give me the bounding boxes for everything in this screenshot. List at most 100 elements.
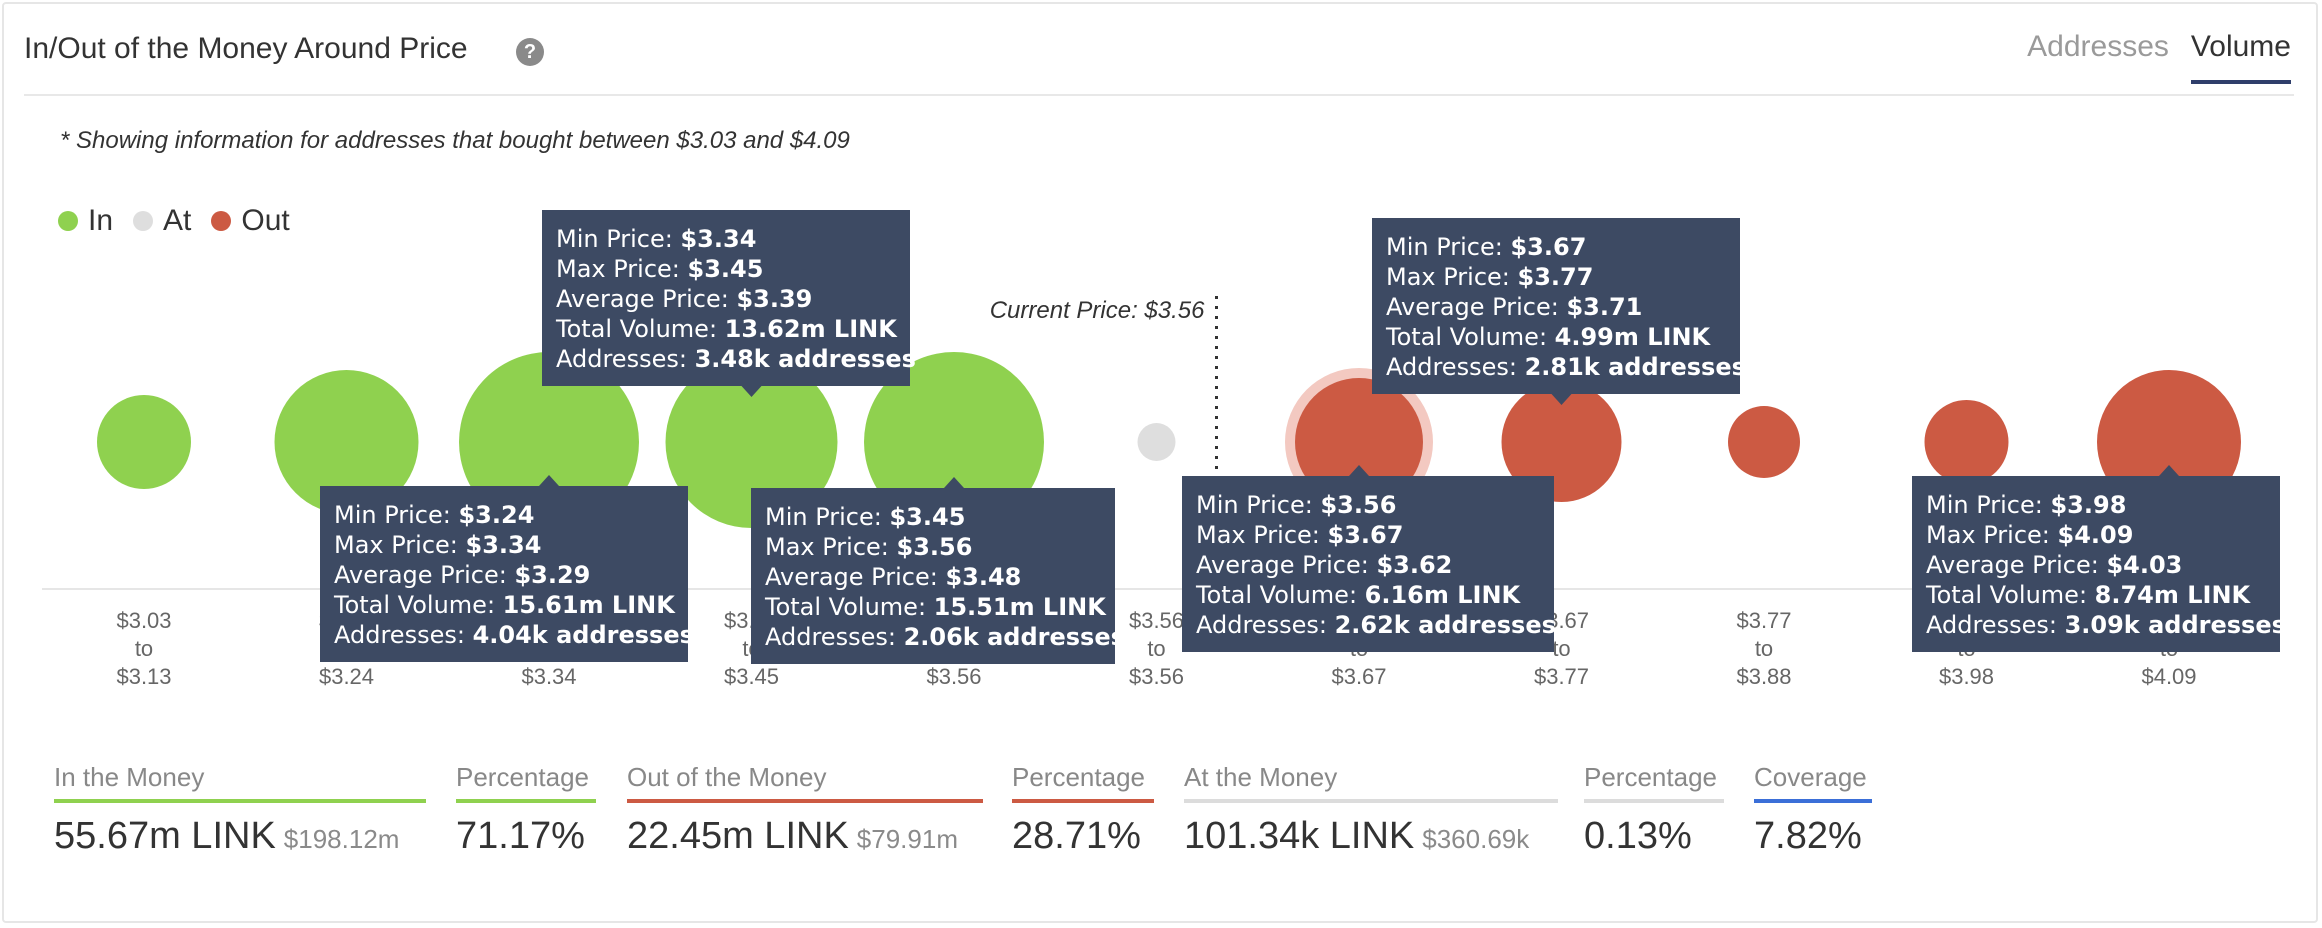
legend-in-label: In: [88, 204, 114, 237]
stat-at-the-money: At the Money 101.34k LINK $360.69k: [1184, 762, 1558, 858]
tooltip-row-min: Min Price: $3.56: [1196, 491, 1396, 519]
stat-out-pct-value: 28.71%: [1012, 815, 1141, 857]
summary-stats: In the Money 55.67m LINK $198.12m Percent…: [54, 762, 2314, 872]
stat-in-amount: 55.67m LINK: [54, 815, 276, 857]
tooltip-row-max: Max Price: $3.34: [334, 531, 541, 559]
tooltip-row-volume: Total Volume: 6.16m LINK: [1195, 581, 1522, 609]
tooltip-pointer: [1551, 394, 1572, 405]
tooltip-row-max: Max Price: $3.45: [556, 255, 763, 283]
tooltip-box: [320, 486, 688, 662]
stat-in-usd: $198.12m: [283, 824, 400, 854]
bubble-at[interactable]: [1137, 423, 1176, 461]
stat-out-amount: 22.45m LINK: [627, 815, 849, 857]
x-tick-label: $3.56: [1129, 664, 1184, 689]
tooltip-box: [1912, 476, 2280, 652]
tooltip-row-volume: Total Volume: 15.51m LINK: [764, 593, 1107, 621]
x-tick-label: $3.56: [926, 664, 981, 689]
legend: In At Out: [58, 204, 290, 238]
stat-at-pct-label: Percentage: [1584, 762, 1724, 803]
tooltip-row-max: Max Price: $4.09: [1926, 521, 2133, 549]
tooltip-box: [1182, 476, 1554, 652]
bubble-chart: $3.03to$3.13$3.13to$3.24$3.24to$3.34$3.3…: [42, 210, 2286, 689]
x-tick-label: $3.77: [1736, 608, 1791, 633]
bubble-out[interactable]: [1728, 406, 1800, 478]
tooltip-row-addresses: Addresses: 3.09k addresses: [1926, 611, 2286, 639]
x-tick-label: $3.03: [116, 608, 171, 633]
help-icon[interactable]: ?: [516, 38, 544, 66]
tooltip-row-addresses: Addresses: 2.06k addresses: [765, 623, 1125, 651]
stat-out-pct-label: Percentage: [1012, 762, 1154, 803]
tooltip-pointer: [1349, 465, 1369, 476]
header-divider: [24, 94, 2294, 96]
tooltip-row-avg: Average Price: $3.71: [1386, 293, 1642, 321]
tooltip-row-avg: Average Price: $4.03: [1926, 551, 2182, 579]
tooltip-pointer: [539, 475, 559, 486]
stat-at-usd: $360.69k: [1422, 824, 1530, 854]
x-tick-label: $3.13: [116, 664, 171, 689]
stat-out-percentage: Percentage 28.71%: [1012, 762, 1154, 858]
x-tick-label: to: [135, 636, 153, 661]
tooltip-row-addresses: Addresses: 2.62k addresses: [1196, 611, 1556, 639]
bubble-out[interactable]: [1501, 382, 1622, 502]
tooltip-row-addresses: Addresses: 2.81k addresses: [1386, 353, 1746, 381]
tooltip-row-avg: Average Price: $3.29: [334, 561, 590, 589]
view-tabs: Addresses Volume: [2027, 30, 2291, 84]
stat-in-value: 55.67m LINK $198.12m: [54, 815, 426, 858]
x-tick-label: $3.77: [1534, 664, 1589, 689]
x-tick-label: to: [1755, 636, 1773, 661]
stat-in-percentage: Percentage 71.17%: [456, 762, 596, 858]
tooltip-row-min: Min Price: $3.67: [1386, 233, 1586, 261]
tooltip-row-min: Min Price: $3.45: [765, 503, 965, 531]
tooltip-row-volume: Total Volume: 8.74m LINK: [1925, 581, 2252, 609]
tooltip-row-volume: Total Volume: 15.61m LINK: [333, 591, 676, 619]
tooltip-row-volume: Total Volume: 4.99m LINK: [1385, 323, 1712, 351]
current-price-label: Current Price: $3.56: [990, 297, 1205, 324]
stat-out-value: 22.45m LINK $79.91m: [627, 815, 983, 858]
x-tick-label: to: [1552, 636, 1570, 661]
tooltip-box: [1372, 218, 1740, 394]
stat-coverage: Coverage 7.82%: [1754, 762, 1872, 858]
stat-in-pct-label: Percentage: [456, 762, 596, 803]
legend-at-dot: [133, 211, 154, 231]
tooltip-row-addresses: Addresses: 3.48k addresses: [556, 345, 916, 373]
tooltip-pointer: [741, 386, 762, 397]
legend-at-label: At: [163, 204, 192, 237]
legend-out-dot: [211, 211, 232, 231]
x-tick-label: $3.88: [1736, 664, 1791, 689]
tab-volume[interactable]: Volume: [2190, 30, 2291, 84]
tooltip-row-max: Max Price: $3.77: [1386, 263, 1593, 291]
bubble-in[interactable]: [665, 356, 838, 528]
legend-item-out[interactable]: Out: [211, 204, 290, 238]
bubble-out[interactable]: [1924, 400, 2009, 484]
legend-out-label: Out: [241, 204, 290, 237]
tooltip-row-min: Min Price: $3.34: [556, 225, 756, 253]
tooltip-row-min: Min Price: $3.24: [334, 501, 534, 529]
x-tick-label: $4.09: [2141, 664, 2196, 689]
bubble-in[interactable]: [274, 370, 419, 514]
tooltip-row-avg: Average Price: $3.62: [1196, 551, 1452, 579]
bubble-out[interactable]: [1295, 378, 1423, 506]
stat-at-value: 101.34k LINK $360.69k: [1184, 815, 1558, 858]
bubble-in[interactable]: [864, 352, 1044, 532]
tooltip-box: [542, 210, 910, 386]
x-tick-label: $3.45: [724, 664, 779, 689]
tab-addresses[interactable]: Addresses: [2027, 30, 2169, 63]
bubble-in[interactable]: [97, 395, 191, 489]
stat-out-of-the-money: Out of the Money 22.45m LINK $79.91m: [627, 762, 983, 858]
stat-at-percentage: Percentage 0.13%: [1584, 762, 1724, 858]
tooltip-row-avg: Average Price: $3.48: [765, 563, 1021, 591]
stat-in-the-money: In the Money 55.67m LINK $198.12m: [54, 762, 426, 858]
legend-item-in[interactable]: In: [58, 204, 113, 238]
x-tick-label: $3.56: [1129, 608, 1184, 633]
stat-out-label: Out of the Money: [627, 762, 983, 803]
stat-coverage-value: 7.82%: [1754, 815, 1862, 857]
stat-in-pct-value: 71.17%: [456, 815, 585, 857]
page-title: In/Out of the Money Around Price: [24, 32, 468, 65]
legend-item-at[interactable]: At: [133, 204, 191, 238]
x-tick-label: $3.67: [1331, 664, 1386, 689]
stat-at-label: At the Money: [1184, 762, 1558, 803]
